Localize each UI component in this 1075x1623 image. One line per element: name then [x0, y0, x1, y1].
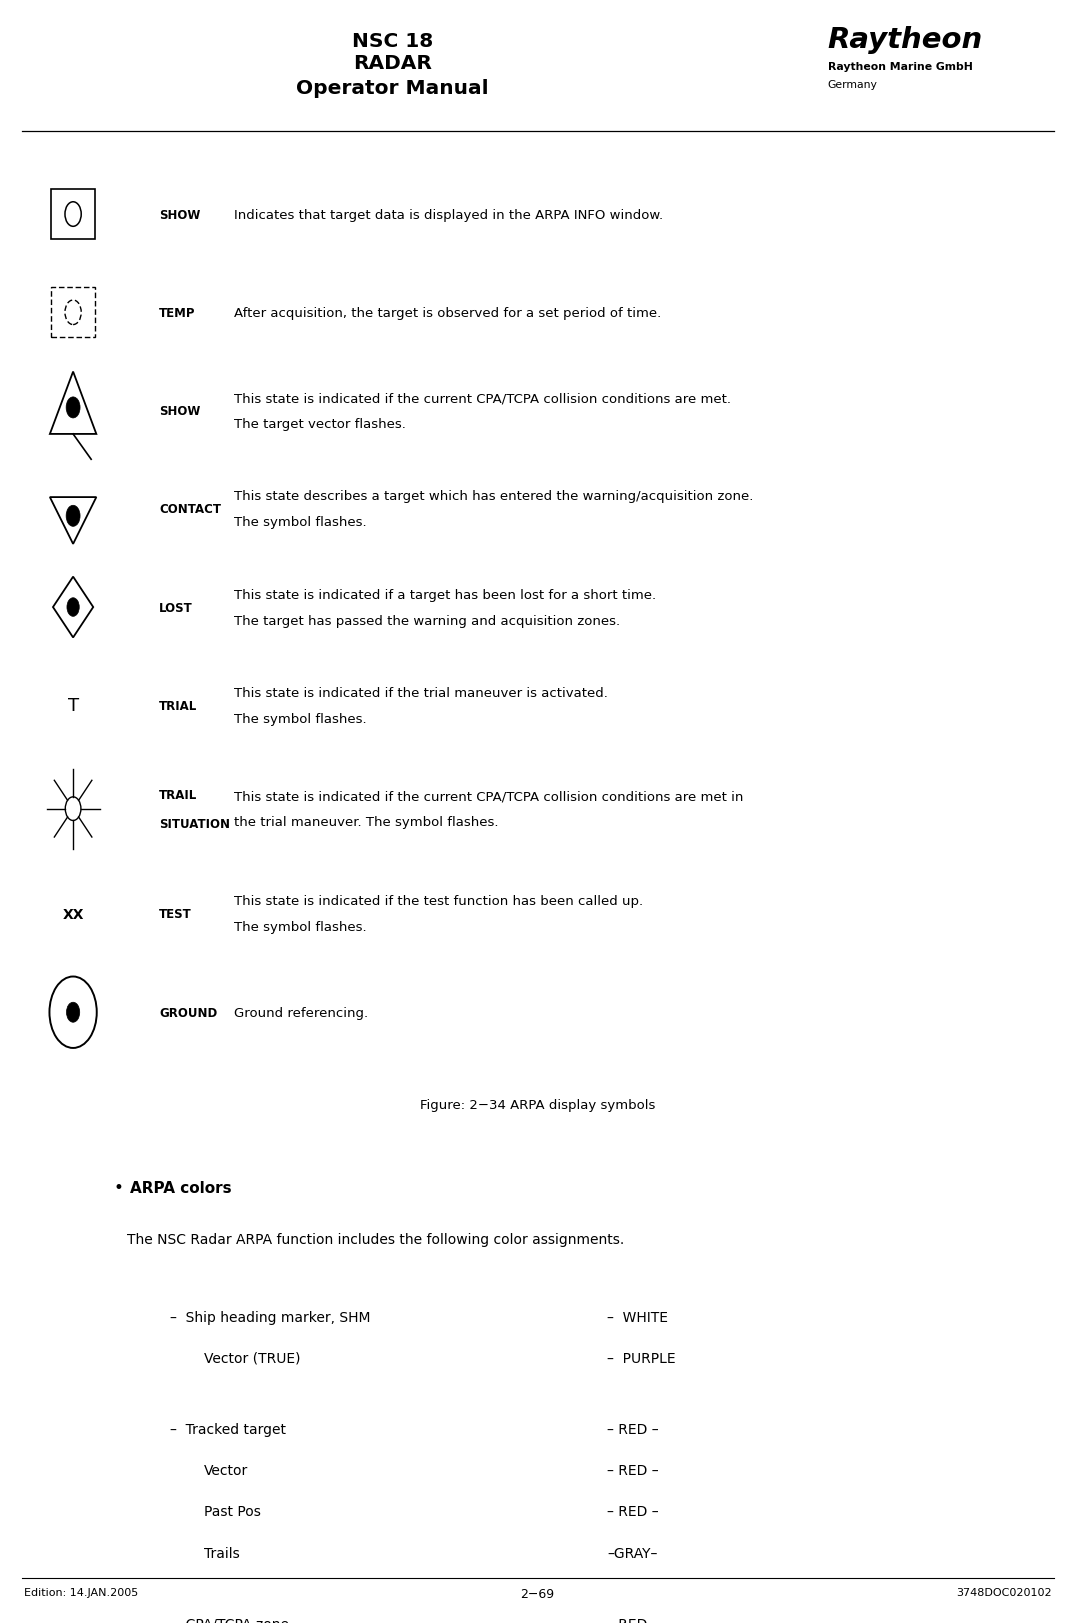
- Text: – RED –: – RED –: [607, 1422, 659, 1436]
- Text: Past Pos: Past Pos: [204, 1505, 261, 1519]
- Text: Edition: 14.JAN.2005: Edition: 14.JAN.2005: [24, 1587, 138, 1597]
- Text: –  CPA/TCPA zone: – CPA/TCPA zone: [170, 1617, 289, 1623]
- Text: The target vector flashes.: The target vector flashes.: [234, 417, 406, 430]
- Text: Raytheon: Raytheon: [828, 26, 983, 54]
- Text: This state is indicated if the current CPA/TCPA collision conditions are met in: This state is indicated if the current C…: [234, 790, 744, 803]
- Text: This state is indicated if the test function has been called up.: This state is indicated if the test func…: [234, 894, 644, 907]
- Text: XX: XX: [62, 907, 84, 922]
- Text: SITUATION: SITUATION: [159, 818, 230, 831]
- Text: NSC 18: NSC 18: [352, 31, 433, 50]
- Text: – RED –: – RED –: [607, 1617, 659, 1623]
- Circle shape: [67, 1003, 80, 1022]
- Text: The symbol flashes.: The symbol flashes.: [234, 712, 367, 725]
- Text: Ground referencing.: Ground referencing.: [234, 1006, 369, 1019]
- Text: TRIAL: TRIAL: [159, 700, 198, 712]
- Text: The symbol flashes.: The symbol flashes.: [234, 516, 367, 529]
- Text: This state describes a target which has entered the warning/acquisition zone.: This state describes a target which has …: [234, 490, 754, 503]
- Text: ARPA colors: ARPA colors: [130, 1180, 232, 1195]
- Text: –  Ship heading marker, SHM: – Ship heading marker, SHM: [170, 1310, 371, 1324]
- Text: This state is indicated if the trial maneuver is activated.: This state is indicated if the trial man…: [234, 687, 608, 700]
- Text: –  Tracked target: – Tracked target: [170, 1422, 286, 1436]
- Bar: [51, 190, 96, 240]
- Text: RADAR: RADAR: [353, 54, 432, 73]
- Text: The symbol flashes.: The symbol flashes.: [234, 920, 367, 933]
- Text: 3748DOC020102: 3748DOC020102: [956, 1587, 1051, 1597]
- Text: Raytheon Marine GmbH: Raytheon Marine GmbH: [828, 62, 973, 71]
- Text: Indicates that target data is displayed in the ARPA INFO window.: Indicates that target data is displayed …: [234, 208, 663, 221]
- Text: TEST: TEST: [159, 907, 191, 920]
- Text: The NSC Radar ARPA function includes the following color assignments.: The NSC Radar ARPA function includes the…: [127, 1232, 625, 1246]
- Text: After acquisition, the target is observed for a set period of time.: After acquisition, the target is observe…: [234, 307, 661, 320]
- Text: CONTACT: CONTACT: [159, 503, 221, 516]
- Text: Figure: 2−34 ARPA display symbols: Figure: 2−34 ARPA display symbols: [420, 1099, 655, 1112]
- Text: Germany: Germany: [828, 80, 877, 89]
- Text: SHOW: SHOW: [159, 208, 200, 221]
- Text: GROUND: GROUND: [159, 1006, 217, 1019]
- Bar: [51, 289, 96, 338]
- Text: – RED –: – RED –: [607, 1464, 659, 1477]
- Text: Operator Manual: Operator Manual: [296, 78, 489, 97]
- Text: Vector (TRUE): Vector (TRUE): [204, 1350, 301, 1365]
- Text: 2−69: 2−69: [520, 1587, 555, 1600]
- Text: TEMP: TEMP: [159, 307, 196, 320]
- Circle shape: [67, 599, 80, 617]
- Text: The target has passed the warning and acquisition zones.: The target has passed the warning and ac…: [234, 613, 620, 626]
- Text: TRAIL: TRAIL: [159, 789, 198, 802]
- Text: SHOW: SHOW: [159, 404, 200, 417]
- Text: – RED –: – RED –: [607, 1505, 659, 1519]
- Text: •: •: [113, 1178, 124, 1196]
- Text: This state is indicated if the current CPA/TCPA collision conditions are met.: This state is indicated if the current C…: [234, 391, 731, 404]
- Text: This state is indicated if a target has been lost for a short time.: This state is indicated if a target has …: [234, 588, 657, 601]
- Text: the trial maneuver. The symbol flashes.: the trial maneuver. The symbol flashes.: [234, 816, 499, 829]
- Circle shape: [67, 506, 80, 527]
- Text: T: T: [68, 696, 78, 714]
- Text: –GRAY–: –GRAY–: [607, 1545, 658, 1560]
- Text: –  WHITE: – WHITE: [607, 1310, 669, 1324]
- Circle shape: [67, 398, 80, 419]
- Text: Trails: Trails: [204, 1545, 240, 1560]
- Text: LOST: LOST: [159, 601, 192, 613]
- Text: Vector: Vector: [204, 1464, 248, 1477]
- Text: –  PURPLE: – PURPLE: [607, 1350, 676, 1365]
